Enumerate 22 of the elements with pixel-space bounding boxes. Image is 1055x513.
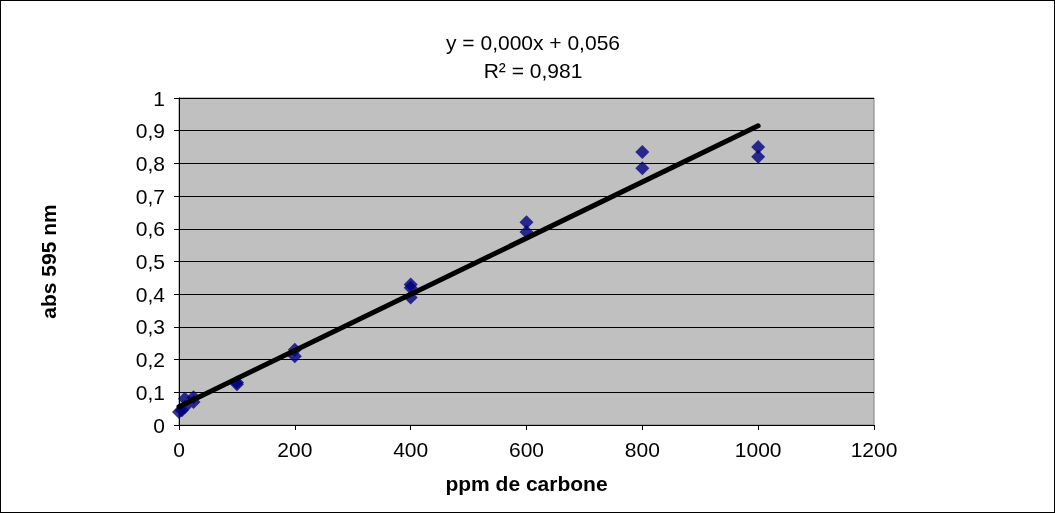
x-tick-label: 1000 <box>734 438 782 461</box>
x-tick-label: 1200 <box>850 438 898 461</box>
y-tick-label: 0,4 <box>135 282 166 306</box>
x-tick-label: 200 <box>277 438 313 461</box>
y-tick-label: 0,1 <box>135 380 165 404</box>
y-tick-label: 0,2 <box>135 348 165 372</box>
x-tick-label: 0 <box>173 438 185 461</box>
x-tick-label: 600 <box>508 438 545 461</box>
text: y = 0,000x + 0,056 <box>446 30 620 54</box>
text: R² = 0,981 <box>483 58 583 82</box>
y-tick-label: 0,9 <box>135 119 165 143</box>
y-tick-label: 0,3 <box>135 315 165 339</box>
y-tick-label: 1 <box>153 86 165 110</box>
x-axis-title: ppm de carbone <box>445 472 608 495</box>
y-tick-label: 0 <box>153 413 165 437</box>
y-tick-label: 0,6 <box>135 217 165 241</box>
x-tick-label: 800 <box>624 438 660 461</box>
y-tick-label: 0,7 <box>135 184 165 208</box>
y-tick-label: 0,8 <box>135 151 165 175</box>
x-tick-label: 400 <box>393 438 429 461</box>
y-tick-label: 0,5 <box>135 250 165 273</box>
y-axis-title: abs 595 nm <box>37 204 60 319</box>
